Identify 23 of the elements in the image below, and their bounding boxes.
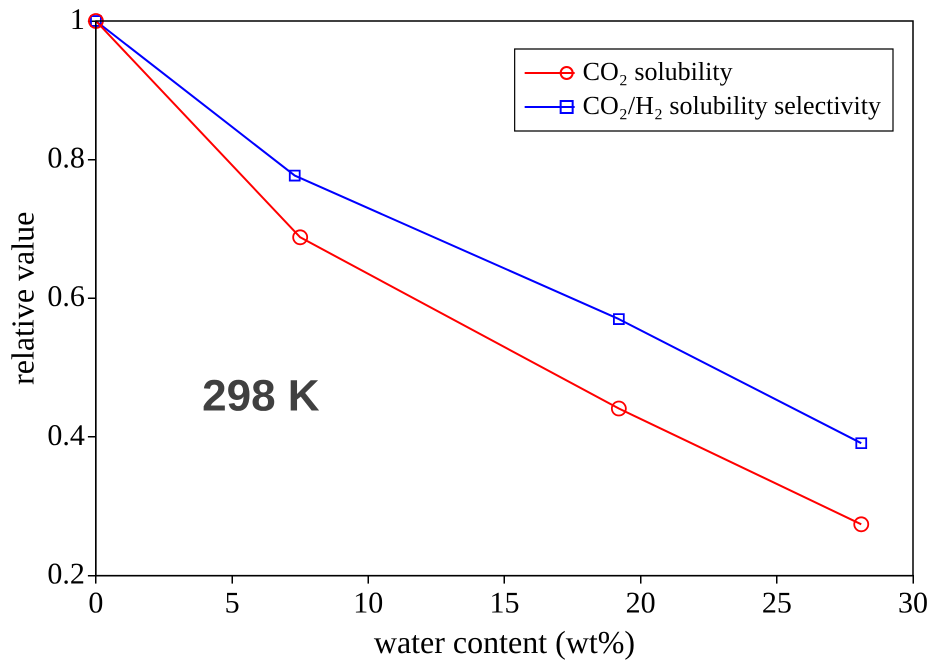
x-tick-label: 5 bbox=[224, 586, 240, 620]
y-tick-label: 0.6 bbox=[47, 280, 85, 314]
y-tick-label: 1 bbox=[70, 2, 85, 36]
x-tick-label: 0 bbox=[88, 586, 104, 620]
point bbox=[853, 516, 870, 532]
x-tick-label: 20 bbox=[626, 586, 656, 620]
point bbox=[855, 437, 868, 450]
point bbox=[288, 170, 301, 182]
y-tick-label: 0.4 bbox=[47, 418, 85, 452]
annotation: 298 K bbox=[202, 371, 320, 420]
x-tick-label: 10 bbox=[353, 586, 384, 620]
legend-label: CO₂ solubility bbox=[582, 56, 733, 86]
point bbox=[610, 400, 627, 416]
x-axis-title: water content (wt%) bbox=[374, 624, 636, 660]
legend-label: CO₂/H₂ solubility selectivity bbox=[582, 90, 882, 120]
x-tick-label: 25 bbox=[762, 586, 792, 620]
y-axis-title: relative value bbox=[4, 212, 41, 385]
point bbox=[292, 229, 308, 246]
y-tick-label: 0.2 bbox=[47, 557, 85, 590]
x-tick-label: 30 bbox=[898, 586, 928, 620]
x-tick-label: 15 bbox=[489, 586, 520, 620]
y-tick-label: 0.8 bbox=[47, 142, 85, 175]
point bbox=[612, 313, 625, 325]
